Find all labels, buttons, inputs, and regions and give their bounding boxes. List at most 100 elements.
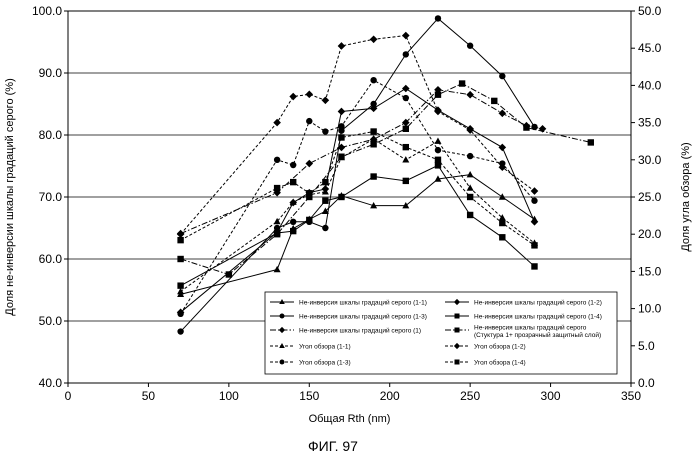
series-9-point-7 xyxy=(370,77,376,83)
series-1-point-11 xyxy=(499,193,506,199)
chart-svg: 05010015020025030035040.050.060.070.080.… xyxy=(0,0,699,462)
x-tick-label-7: 350 xyxy=(621,389,641,403)
y-left-tick-label-1: 50.0 xyxy=(39,314,63,328)
y-right-tick-label-4: 20.0 xyxy=(638,227,662,241)
series-7-point-8 xyxy=(402,156,409,162)
series-10-point-3 xyxy=(290,179,296,185)
series-4-point-10 xyxy=(467,212,473,218)
series-6-line xyxy=(181,84,591,275)
series-9-point-3 xyxy=(290,162,296,168)
series-6-point-9 xyxy=(459,80,465,86)
y-right-tick-label-10: 50.0 xyxy=(638,4,662,18)
y-right-tick-label-2: 10.0 xyxy=(638,302,662,316)
x-tick-label-6: 300 xyxy=(541,389,561,403)
series-6-point-2 xyxy=(226,271,232,277)
x-tick-label-5: 250 xyxy=(460,389,480,403)
series-4-point-5 xyxy=(322,198,328,204)
series-5-line xyxy=(181,90,543,234)
series-9-point-9 xyxy=(435,147,441,153)
series-8-point-12 xyxy=(531,187,539,195)
series-1-line xyxy=(181,175,535,295)
series-7-point-9 xyxy=(434,138,441,144)
legend-label-6-line-1: Не-инверсия шкалы градаций серого xyxy=(474,323,587,331)
series-9-point-6 xyxy=(338,123,344,129)
series-10-point-5 xyxy=(322,179,328,185)
series-3-point-7 xyxy=(370,101,376,107)
y-right-tick-label-3: 15.0 xyxy=(638,264,662,278)
legend-label-6-line-2: (Стуктура 1+ прозрачный защитный слой) xyxy=(474,331,601,339)
y-left-tick-label-4: 80.0 xyxy=(39,128,63,142)
x-tick-label-0: 0 xyxy=(65,389,72,403)
series-6-point-12 xyxy=(588,139,594,145)
series-9-point-4 xyxy=(306,118,312,124)
y-left-axis-label: Доля не-инверсии шкалы градаций серого (… xyxy=(4,78,16,315)
series-2-point-8 xyxy=(402,85,410,93)
series-3-point-9 xyxy=(435,15,441,21)
y-left-tick-label-2: 60.0 xyxy=(39,252,63,266)
series-8-point-8 xyxy=(402,32,410,40)
y-right-tick-label-8: 40.0 xyxy=(638,78,662,92)
series-1-point-2 xyxy=(274,266,281,272)
legend-label-4: Не-инверсия шкалы градаций серого (1-4) xyxy=(474,312,602,320)
y-right-tick-label-1: 5.0 xyxy=(638,339,655,353)
legend-swatch-marker-4 xyxy=(455,314,460,319)
series-8-point-7 xyxy=(370,35,378,43)
series-8-point-5 xyxy=(322,96,330,104)
y-left-tick-label-0: 40.0 xyxy=(39,376,63,390)
caption: ФИГ. 97 xyxy=(308,438,358,454)
y-right-tick-label-6: 30.0 xyxy=(638,153,662,167)
series-10-point-10 xyxy=(467,194,473,200)
series-2-point-11 xyxy=(499,144,507,152)
series-10-point-9 xyxy=(435,157,441,163)
legend-label-8: Угол обзора (1-2) xyxy=(474,342,526,350)
series-3-point-10 xyxy=(467,43,473,49)
x-tick-label-4: 200 xyxy=(380,389,400,403)
y-right-axis-label: Доля угла обзора (%) xyxy=(680,142,692,251)
series-3-point-3 xyxy=(290,219,296,225)
y-left-tick-label-6: 100.0 xyxy=(32,4,62,18)
legend-label-6: Не-инверсия шкалы градаций серого(Стукту… xyxy=(474,323,601,339)
legend-label-5: Не-инверсия шкалы градаций серого (1) xyxy=(299,326,421,334)
series-8-point-2 xyxy=(273,119,281,127)
series-4-point-7 xyxy=(370,173,376,179)
legend-layer: Не-инверсия шкалы градаций серого (1-1)Н… xyxy=(265,292,617,374)
series-4-point-12 xyxy=(531,263,537,269)
series-4-point-3 xyxy=(290,228,296,234)
series-6-point-11 xyxy=(523,124,529,130)
y-right-tick-label-5: 25.0 xyxy=(638,190,662,204)
series-6-point-1 xyxy=(177,256,183,262)
y-right-tick-label-0: 0.0 xyxy=(638,376,655,390)
legend-label-3: Не-инверсия шкалы градаций серого (1-3) xyxy=(299,312,427,320)
series-10-point-2 xyxy=(274,185,280,191)
series-layer xyxy=(177,15,594,335)
series-9-point-12 xyxy=(531,198,537,204)
x-tick-label-2: 100 xyxy=(219,389,239,403)
series-8-point-4 xyxy=(305,91,313,99)
x-tick-label-3: 150 xyxy=(299,389,319,403)
series-1 xyxy=(177,171,538,297)
series-4-point-4 xyxy=(306,217,312,223)
series-8-point-3 xyxy=(289,93,297,101)
series-6-point-10 xyxy=(491,98,497,104)
legend-swatch-marker-6 xyxy=(455,328,460,333)
legend-swatch-marker-9 xyxy=(280,360,285,365)
series-9-point-1 xyxy=(177,311,183,317)
series-5-point-9 xyxy=(499,110,507,118)
series-2-point-6 xyxy=(338,108,346,116)
series-4-line xyxy=(181,165,535,285)
series-9-point-10 xyxy=(467,153,473,159)
legend-label-7: Угол обзора (1-1) xyxy=(299,342,351,350)
legend-swatch-marker-3 xyxy=(280,314,285,319)
series-10-point-6 xyxy=(338,134,344,140)
series-4-point-8 xyxy=(403,178,409,184)
series-3 xyxy=(177,15,537,335)
y-right-tick-label-9: 45.0 xyxy=(638,41,662,55)
series-10-point-4 xyxy=(306,190,312,196)
x-axis-label: Общая Rth (nm) xyxy=(309,413,391,425)
series-3-point-8 xyxy=(403,51,409,57)
series-9-point-8 xyxy=(403,95,409,101)
legend-swatch-marker-10 xyxy=(455,360,460,365)
series-3-point-5 xyxy=(322,225,328,231)
series-1-point-10 xyxy=(467,171,474,177)
legend-label-9: Угол обзора (1-3) xyxy=(299,358,351,366)
